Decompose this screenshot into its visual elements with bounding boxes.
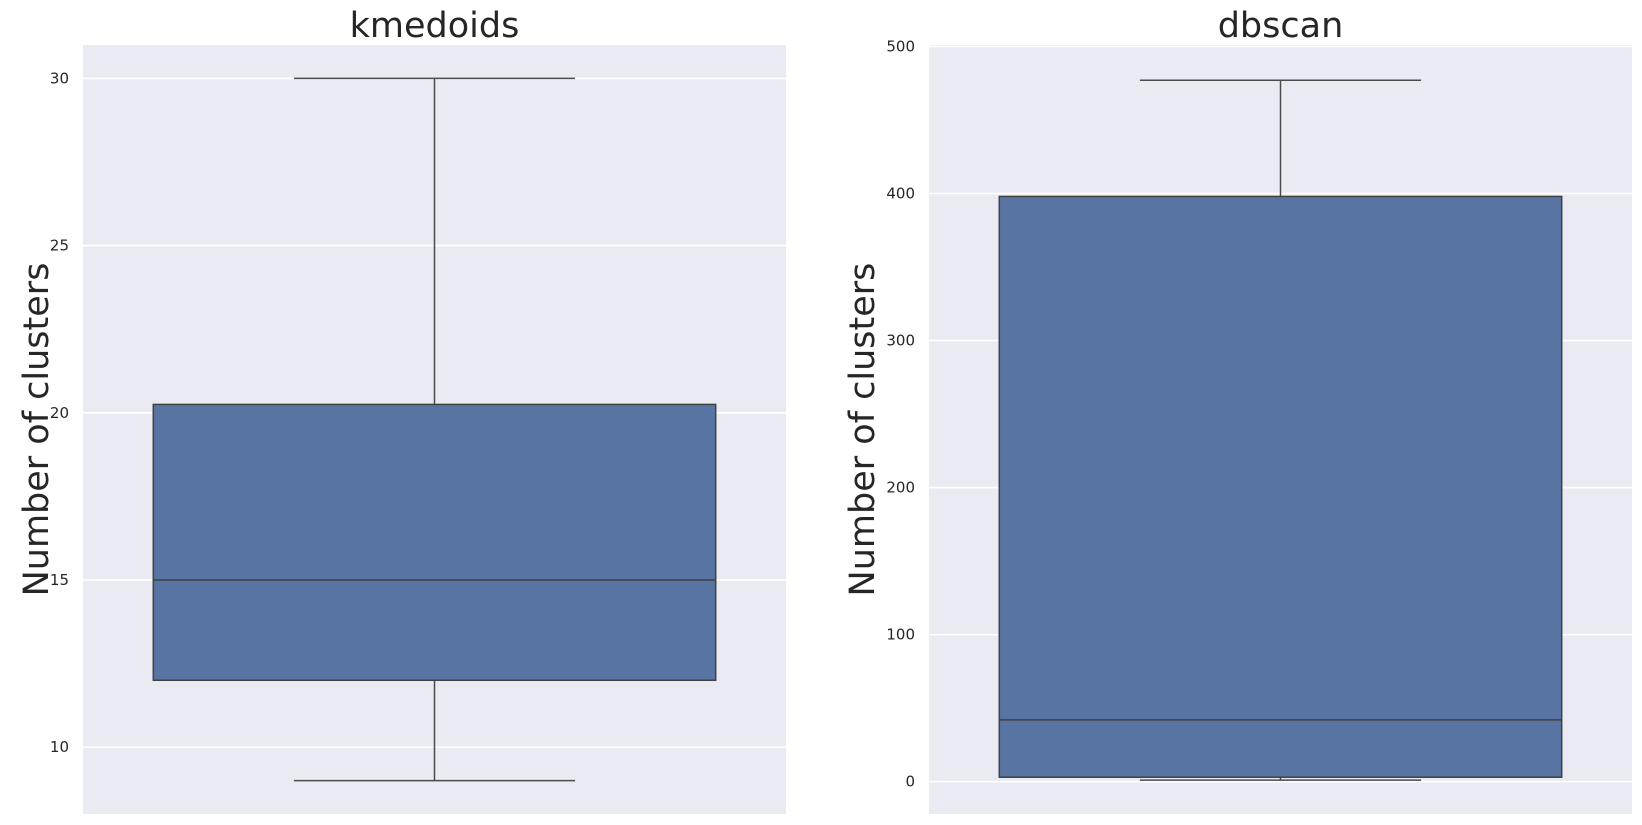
y-tick-label: 15 bbox=[50, 571, 69, 589]
y-tick-label: 20 bbox=[50, 404, 69, 422]
box-iqr bbox=[152, 403, 717, 682]
panel-kmedoids: 10 15 20 25 30 kmedoids Number of clusters bbox=[17, 6, 786, 814]
chart-title: dbscan bbox=[1218, 6, 1344, 46]
y-tick-label: 300 bbox=[886, 332, 915, 350]
y-tick-label: 0 bbox=[905, 773, 915, 791]
y-axis-label: Number of clusters bbox=[17, 263, 57, 597]
y-tick-label: 100 bbox=[886, 626, 915, 644]
y-tick-label: 25 bbox=[50, 237, 69, 255]
y-tick-label: 500 bbox=[886, 37, 915, 55]
y-tick-label: 10 bbox=[50, 738, 69, 756]
chart-title: kmedoids bbox=[350, 6, 520, 46]
y-tick-label: 400 bbox=[886, 185, 915, 203]
y-tick-label: 200 bbox=[886, 479, 915, 497]
box-iqr bbox=[998, 195, 1563, 778]
y-tick-labels: 0 100 200 300 400 500 bbox=[886, 37, 915, 790]
y-tick-labels: 10 15 20 25 30 bbox=[50, 69, 69, 756]
panel-dbscan: 0 100 200 300 400 500 dbscan Number of cluste… bbox=[843, 6, 1632, 814]
y-tick-label: 30 bbox=[50, 69, 69, 87]
y-axis-label: Number of clusters bbox=[843, 263, 883, 597]
